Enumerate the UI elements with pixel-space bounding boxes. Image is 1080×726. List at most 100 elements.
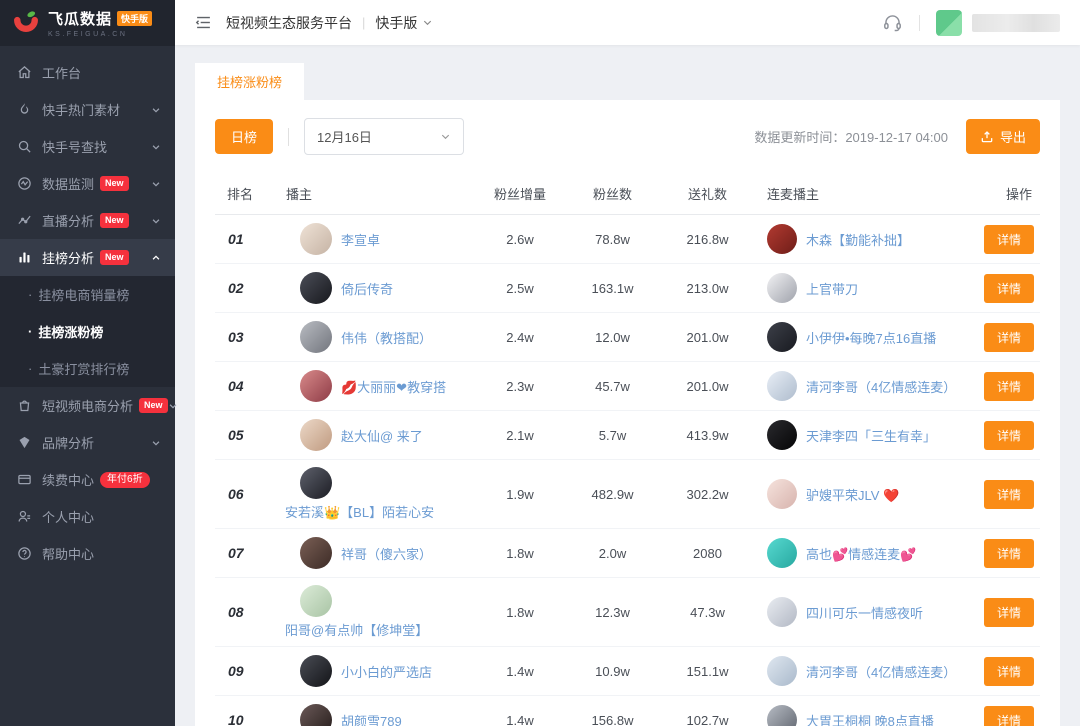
sidebar-subitem-fans-growth-rank[interactable]: 挂榜涨粉榜 <box>0 313 175 350</box>
broadcaster-avatar[interactable] <box>300 467 332 499</box>
broadcaster-name[interactable]: 伟伟（教搭配） <box>341 330 433 346</box>
detail-button[interactable]: 详情 <box>983 705 1034 726</box>
broadcaster-avatar[interactable] <box>300 419 332 451</box>
broadcaster-avatar[interactable] <box>300 704 332 726</box>
fans-count-cell: 2.0w <box>598 545 627 561</box>
sidebar-item-hangbang-analysis[interactable]: 挂榜分析 New <box>0 239 175 276</box>
col-rank: 排名 <box>227 187 254 202</box>
partner-avatar[interactable] <box>767 322 797 352</box>
partner-avatar[interactable] <box>767 420 797 450</box>
sidebar-item-label: 短视频电商分析 <box>42 399 134 414</box>
broadcaster-avatar[interactable] <box>300 370 332 402</box>
detail-button[interactable]: 详情 <box>983 597 1034 627</box>
broadcaster-name[interactable]: 小小白的严选店 <box>341 664 433 680</box>
broadcaster-name[interactable]: 倚后传奇 <box>341 281 394 297</box>
logo[interactable]: 飞瓜数据 快手版 KS.FEIGUA.CN <box>0 0 175 46</box>
broadcaster-name[interactable]: 胡颜雪789 <box>341 713 402 726</box>
detail-button[interactable]: 详情 <box>983 273 1034 303</box>
partner-avatar[interactable] <box>767 538 797 568</box>
submenu-label: 挂榜电商销量榜 <box>38 288 130 303</box>
partner-avatar[interactable] <box>767 597 797 627</box>
broadcaster-name[interactable]: 赵大仙@ 来了 <box>341 428 423 444</box>
sidebar-item-brand-analysis[interactable]: 品牌分析 <box>0 424 175 461</box>
detail-button[interactable]: 详情 <box>983 371 1034 401</box>
sidebar-item-video-ecom-analysis[interactable]: 短视频电商分析 New <box>0 387 176 424</box>
broadcaster-name[interactable]: 李宣卓 <box>341 232 381 248</box>
sidebar-item-hot-material[interactable]: 快手热门素材 <box>0 91 175 128</box>
partner-name[interactable]: 大胃王桐桐 晚8点直播 <box>806 713 934 726</box>
trend-icon <box>16 213 32 229</box>
detail-button[interactable]: 详情 <box>983 420 1034 450</box>
partner-name[interactable]: 驴嫂平荣JLV ❤️ <box>806 487 900 503</box>
fans-gain-cell: 1.4w <box>506 663 534 679</box>
menu-fold-icon[interactable] <box>195 14 212 31</box>
partner-avatar[interactable] <box>767 656 797 686</box>
fans-gain-cell: 2.6w <box>506 231 534 247</box>
fans-count-cell: 12.0w <box>595 329 630 345</box>
partner-name[interactable]: 四川可乐一情感夜听 <box>806 605 924 621</box>
fans-count-cell: 156.8w <box>591 712 634 726</box>
fans-count-cell: 482.9w <box>591 486 634 502</box>
card-icon <box>16 472 32 488</box>
broadcaster-avatar[interactable] <box>300 585 332 617</box>
table-row: 03 伟伟（教搭配） 2.4w 12.0w 201.0w 小伊伊•每晚7点16直… <box>215 313 1040 362</box>
partner-name[interactable]: 清河李哥（4亿情感连麦） <box>806 379 957 395</box>
broadcaster-avatar[interactable] <box>300 223 332 255</box>
action-cell: 详情 <box>962 273 1040 303</box>
partner-cell: 上官带刀 <box>755 273 962 303</box>
sidebar: 飞瓜数据 快手版 KS.FEIGUA.CN 工作台 快手热门素材 快手号查找 数… <box>0 0 176 726</box>
user-name-redacted[interactable] <box>972 13 1060 32</box>
broadcaster-avatar[interactable] <box>300 272 332 304</box>
edition-selector[interactable]: 快手版 <box>375 13 433 33</box>
gifts-cell: 201.0w <box>686 378 729 394</box>
help-icon <box>16 546 32 562</box>
partner-name[interactable]: 小伊伊•每晚7点16直播 <box>806 330 937 346</box>
partner-avatar[interactable] <box>767 479 797 509</box>
table-row: 08 阳哥@有点帅【修坤堂】 1.8w 12.3w 47.3w 四川可乐一情感夜… <box>215 578 1040 647</box>
partner-avatar[interactable] <box>767 273 797 303</box>
sidebar-item-renewal-center[interactable]: 续费中心 年付6折 <box>0 461 175 498</box>
detail-button[interactable]: 详情 <box>983 322 1034 352</box>
partner-name[interactable]: 天津李四「三生有幸」 <box>806 428 937 444</box>
partner-avatar[interactable] <box>767 224 797 254</box>
date-select[interactable]: 12月16日 <box>304 118 465 155</box>
broadcaster-name[interactable]: 祥哥（傻六家） <box>341 546 433 562</box>
partner-name[interactable]: 木森【勤能补拙】 <box>806 232 911 248</box>
support-headset-icon[interactable] <box>882 12 903 33</box>
broadcaster-avatar[interactable] <box>300 321 332 353</box>
detail-button[interactable]: 详情 <box>983 656 1034 686</box>
user-avatar[interactable] <box>936 9 962 36</box>
tab-fans-growth-rank[interactable]: 挂榜涨粉榜 <box>195 63 305 100</box>
partner-name[interactable]: 上官带刀 <box>806 281 859 297</box>
sidebar-item-account-search[interactable]: 快手号查找 <box>0 128 175 165</box>
sidebar-item-data-monitor[interactable]: 数据监测 New <box>0 165 175 202</box>
broadcaster-cell: 祥哥（傻六家） <box>270 537 475 569</box>
sidebar-item-personal-center[interactable]: 个人中心 <box>0 498 175 535</box>
export-button[interactable]: 导出 <box>965 119 1040 154</box>
broadcaster-avatar[interactable] <box>300 655 332 687</box>
col-action: 操作 <box>1005 187 1032 202</box>
platform-title: 短视频生态服务平台 <box>226 14 352 31</box>
broadcaster-name[interactable]: 安若溪👑【BL】陌若心安 <box>285 505 435 520</box>
sidebar-item-label: 数据监测 <box>42 177 95 192</box>
sidebar-item-help-center[interactable]: 帮助中心 <box>0 535 175 572</box>
broadcaster-avatar[interactable] <box>300 537 332 569</box>
sidebar-subitem-tuhao-reward-rank[interactable]: 土豪打赏排行榜 <box>0 350 175 387</box>
sidebar-item-workbench[interactable]: 工作台 <box>0 54 175 91</box>
sidebar-item-live-analysis[interactable]: 直播分析 New <box>0 202 175 239</box>
sidebar-item-label: 工作台 <box>42 66 82 81</box>
partner-avatar[interactable] <box>767 371 797 401</box>
fans-gain-cell: 2.3w <box>506 378 534 394</box>
broadcaster-name[interactable]: 阳哥@有点帅【修坤堂】 <box>285 623 429 638</box>
detail-button[interactable]: 详情 <box>983 224 1034 254</box>
sidebar-subitem-ecom-sales-rank[interactable]: 挂榜电商销量榜 <box>0 276 175 313</box>
partner-name[interactable]: 高也💕情感连麦💕 <box>806 546 917 562</box>
detail-button[interactable]: 详情 <box>983 538 1034 568</box>
rank-cell: 08 <box>228 604 244 620</box>
partner-name[interactable]: 清河李哥（4亿情感连麦） <box>806 664 957 680</box>
partner-avatar[interactable] <box>767 705 797 726</box>
detail-button[interactable]: 详情 <box>983 479 1034 509</box>
daily-rank-button[interactable]: 日榜 <box>215 119 274 154</box>
table-row: 06 安若溪👑【BL】陌若心安 1.9w 482.9w 302.2w 驴嫂平荣J… <box>215 460 1040 529</box>
broadcaster-name[interactable]: 💋大丽丽❤教穿搭 <box>341 379 447 395</box>
